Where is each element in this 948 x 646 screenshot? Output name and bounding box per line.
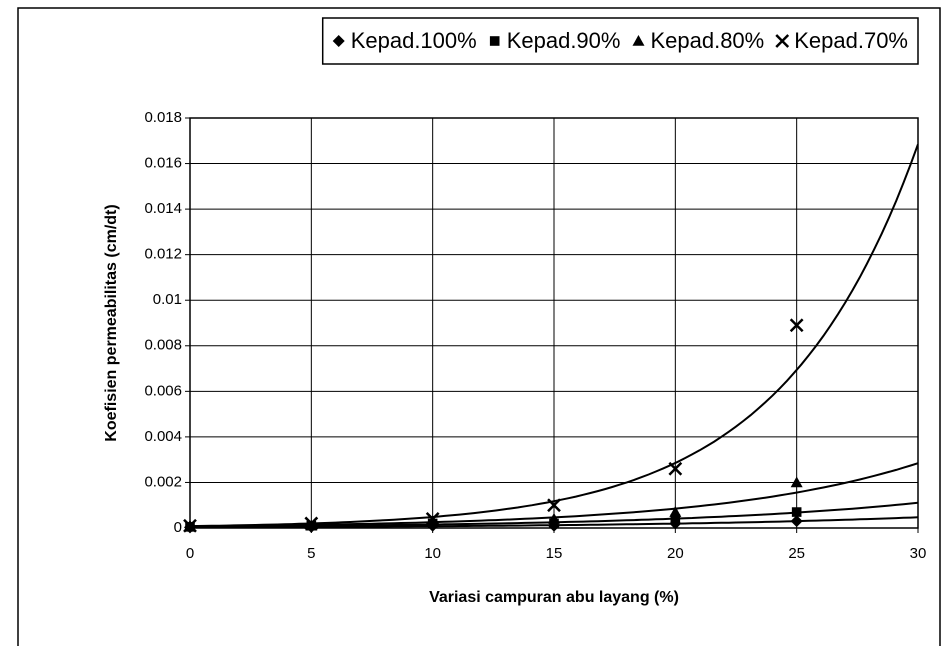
marker	[670, 514, 681, 524]
legend: Kepad.100% Kepad.90% Kepad.80% Kepad.70%	[321, 17, 919, 65]
x-axis-title: Variasi campuran abu layang (%)	[429, 589, 679, 606]
x-tick-label: 30	[910, 545, 927, 562]
legend-label: Kepad.70%	[794, 28, 908, 53]
legend-label: Kepad.90%	[507, 28, 621, 53]
marker	[790, 515, 803, 528]
legend-box	[321, 17, 919, 65]
legend-marker	[632, 35, 645, 46]
x-tick-label: 20	[667, 545, 684, 562]
x-tick-label: 5	[307, 545, 315, 562]
legend-marker	[489, 36, 500, 46]
y-tick-label: 0	[174, 519, 182, 536]
y-tick-label: 0.01	[153, 291, 182, 308]
marker	[425, 512, 440, 526]
y-tick-label: 0.006	[144, 382, 182, 399]
marker	[304, 516, 319, 531]
y-tick-label: 0.012	[144, 246, 182, 263]
y-tick-label: 0.004	[144, 428, 182, 445]
x-tick-label: 25	[788, 545, 805, 562]
x-tick-label: 0	[186, 545, 194, 562]
marker	[789, 318, 804, 333]
marker	[791, 507, 802, 517]
marker	[790, 476, 803, 488]
y-axis-title: Koefisien permeabilitas (cm/dt)	[103, 204, 120, 441]
y-tick-label: 0.008	[144, 337, 182, 354]
marker	[183, 518, 197, 533]
x-tick-label: 10	[424, 545, 441, 562]
marker	[548, 512, 560, 524]
legend-marker	[332, 35, 345, 47]
marker	[668, 461, 683, 476]
y-tick-label: 0.014	[144, 200, 182, 217]
y-tick-label: 0.018	[144, 109, 182, 126]
y-tick-label: 0.002	[144, 473, 182, 490]
x-tick-label: 15	[546, 545, 563, 562]
legend-label: Kepad.80%	[650, 28, 764, 53]
legend-marker	[775, 34, 790, 48]
marker	[547, 498, 561, 513]
frame	[17, 7, 941, 646]
y-tick-label: 0.016	[144, 155, 182, 172]
marker	[669, 506, 682, 517]
legend-label: Kepad.100%	[351, 28, 477, 53]
